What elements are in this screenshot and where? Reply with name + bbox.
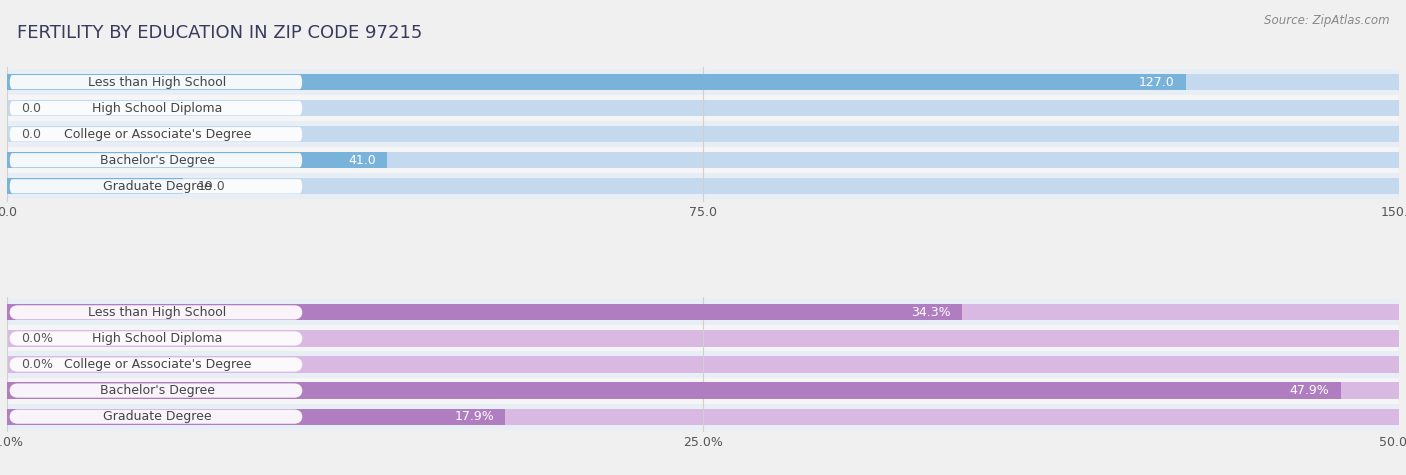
- Bar: [7, 408, 505, 425]
- Bar: [7, 74, 1399, 90]
- Text: 34.3%: 34.3%: [911, 306, 950, 319]
- Text: College or Associate's Degree: College or Associate's Degree: [63, 128, 252, 141]
- Bar: [7, 408, 1399, 425]
- Text: High School Diploma: High School Diploma: [93, 102, 222, 114]
- Text: 0.0: 0.0: [21, 102, 41, 114]
- Text: 0.0%: 0.0%: [21, 358, 53, 371]
- Text: 0.0%: 0.0%: [21, 332, 53, 345]
- Text: Less than High School: Less than High School: [89, 306, 226, 319]
- Text: Bachelor's Degree: Bachelor's Degree: [100, 154, 215, 167]
- Text: Graduate Degree: Graduate Degree: [103, 410, 212, 423]
- Text: 17.9%: 17.9%: [454, 410, 495, 423]
- Text: 41.0: 41.0: [349, 154, 377, 167]
- Bar: [7, 178, 1399, 194]
- Bar: [7, 100, 1399, 116]
- Bar: [7, 378, 1399, 404]
- Bar: [7, 304, 1399, 321]
- FancyBboxPatch shape: [10, 127, 302, 142]
- Text: 127.0: 127.0: [1139, 76, 1174, 89]
- Bar: [7, 299, 1399, 325]
- Text: Source: ZipAtlas.com: Source: ZipAtlas.com: [1264, 14, 1389, 27]
- Bar: [7, 152, 1399, 168]
- FancyBboxPatch shape: [10, 101, 302, 115]
- Bar: [7, 126, 1399, 142]
- FancyBboxPatch shape: [10, 75, 302, 89]
- Bar: [7, 404, 1399, 430]
- Text: Graduate Degree: Graduate Degree: [103, 180, 212, 193]
- Bar: [7, 173, 1399, 200]
- FancyBboxPatch shape: [10, 332, 302, 346]
- Text: 0.0: 0.0: [21, 128, 41, 141]
- Bar: [7, 152, 388, 168]
- Bar: [7, 331, 1399, 347]
- Text: FERTILITY BY EDUCATION IN ZIP CODE 97215: FERTILITY BY EDUCATION IN ZIP CODE 97215: [17, 24, 422, 42]
- FancyBboxPatch shape: [10, 357, 302, 371]
- Bar: [7, 178, 183, 194]
- Text: 19.0: 19.0: [197, 180, 225, 193]
- Bar: [7, 147, 1399, 173]
- Text: 47.9%: 47.9%: [1289, 384, 1330, 397]
- Bar: [7, 121, 1399, 147]
- Text: Less than High School: Less than High School: [89, 76, 226, 89]
- Text: High School Diploma: High School Diploma: [93, 332, 222, 345]
- Bar: [7, 304, 962, 321]
- FancyBboxPatch shape: [10, 409, 302, 424]
- FancyBboxPatch shape: [10, 153, 302, 167]
- Bar: [7, 382, 1399, 399]
- FancyBboxPatch shape: [10, 383, 302, 398]
- Text: Bachelor's Degree: Bachelor's Degree: [100, 384, 215, 397]
- FancyBboxPatch shape: [10, 179, 302, 193]
- Bar: [7, 325, 1399, 352]
- Bar: [7, 95, 1399, 121]
- Bar: [7, 74, 1185, 90]
- Bar: [7, 356, 1399, 372]
- Bar: [7, 69, 1399, 95]
- Bar: [7, 382, 1340, 399]
- Bar: [7, 352, 1399, 378]
- Text: College or Associate's Degree: College or Associate's Degree: [63, 358, 252, 371]
- FancyBboxPatch shape: [10, 305, 302, 320]
